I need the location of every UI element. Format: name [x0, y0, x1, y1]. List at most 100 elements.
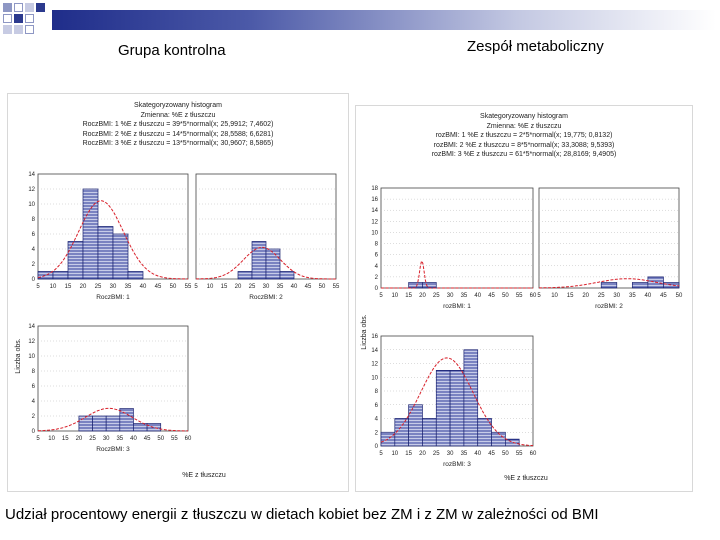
histogram-bar: [505, 438, 520, 447]
right-bmi2-chart: 5 10 15 20 25 30 35 40 45 50 rozBMI: 2: [537, 187, 683, 310]
x-tick-label: 25: [249, 284, 256, 290]
x-tick-label: 40: [140, 284, 147, 290]
plot-frame: [380, 187, 534, 289]
x-tick-label: 35: [116, 436, 123, 442]
y-tick-label: 14: [371, 208, 378, 214]
left-panel-header: Skategoryzowany histogram Zmienna: %E z …: [8, 101, 348, 149]
right-bmi3-chart: 5 10 15 20 25 30 35 40 45 50 55 60 0 2 4 6 8 10 12 14 16 rozB…: [371, 334, 537, 468]
y-tick-label: 14: [371, 348, 378, 354]
x-tick-label: 45: [660, 293, 667, 299]
x-tick-label: 25: [95, 284, 102, 290]
histogram-bar: [422, 282, 437, 289]
histogram-bar: [279, 271, 295, 280]
histogram-bar: [631, 282, 649, 289]
x-tick-label: 60: [530, 451, 537, 457]
x-tick-label: 35: [629, 293, 636, 299]
left-y-axis-label: Liczba obs.: [15, 338, 22, 373]
histogram-bar: [237, 271, 253, 280]
x-tick-label: 20: [419, 451, 426, 457]
x-tick-label: 10: [391, 451, 398, 457]
y-tick-label: 12: [371, 219, 378, 225]
x-tick-label: 45: [488, 451, 495, 457]
x-tick-label: 30: [613, 293, 620, 299]
histogram-bar: [105, 415, 121, 432]
left-header-line-3: RoczBMI: 1 %E z tłuszczu = 39*5*normal(x…: [82, 121, 274, 128]
histogram-bar: [112, 233, 129, 280]
x-tick-label: 45: [488, 293, 495, 299]
x-tick-label: 30: [447, 293, 454, 299]
subplot-title: RoczBMI: 1: [96, 294, 130, 301]
x-tick-label: 55: [171, 436, 178, 442]
y-tick-label: 0: [32, 429, 36, 435]
right-header-line-2: Zmienna: %E z tłuszczu: [486, 122, 562, 130]
left-header-line-4: RoczBMI: 2 %E z tłuszczu = 14*5*normal(x…: [82, 130, 274, 138]
y-tick-label: 8: [32, 369, 36, 375]
x-tick-label: 10: [48, 436, 55, 442]
right-histogram-panel: Skategoryzowany histogram Zmienna: %E z …: [356, 106, 692, 491]
x-tick-label: 15: [567, 293, 574, 299]
x-tick-label: 10: [391, 293, 398, 299]
left-plot-area: Liczba obs. %E z tłuszczu 5 10 15 20 25 30 35 4…: [15, 172, 340, 479]
slide-caption: Udział procentowy energii z tłuszczu w d…: [5, 506, 599, 523]
y-tick-label: 16: [371, 334, 378, 340]
right-header-line-1: Skategoryzowany histogram: [480, 113, 568, 120]
x-tick-label: 30: [110, 284, 117, 290]
x-tick-label: 20: [419, 293, 426, 299]
x-tick-label: 20: [235, 284, 242, 290]
y-tick-label: 6: [32, 232, 36, 238]
subplot-title: RoczBMI: 2: [249, 294, 283, 301]
x-tick-label: 40: [645, 293, 652, 299]
histogram-bar: [119, 408, 134, 432]
y-tick-label: 4: [375, 264, 379, 270]
y-tick-label: 12: [28, 339, 35, 345]
subplot-title: RoczBMI: 3: [96, 446, 130, 453]
x-tick-label: 50: [170, 284, 177, 290]
y-tick-label: 10: [371, 375, 378, 381]
x-tick-label: 30: [447, 451, 454, 457]
normal-fit-curve: [539, 278, 680, 289]
left-header-line-2: Zmienna: %E z tłuszczu: [140, 111, 216, 119]
y-tick-label: 2: [32, 262, 36, 268]
subplot-title: rozBMI: 3: [443, 461, 471, 468]
x-tick-label: 25: [598, 293, 605, 299]
histogram-bar: [127, 271, 144, 280]
plot-frame: [538, 187, 680, 289]
histogram-bar: [435, 370, 451, 447]
histogram-bar: [78, 415, 93, 432]
x-tick-label: 5: [379, 293, 383, 299]
x-tick-label: 45: [305, 284, 312, 290]
left-bmi3-chart: 5 10 15 20 25 30 35 40 45 50 55 60 0 2 4 6 8 10 12 14 RoczBM…: [28, 324, 192, 453]
y-tick-label: 16: [371, 197, 378, 203]
histogram-bar: [92, 415, 107, 432]
y-tick-label: 8: [32, 217, 36, 223]
histogram-bar: [491, 431, 506, 447]
normal-fit-curve: [381, 259, 533, 289]
x-tick-label: 35: [277, 284, 284, 290]
x-tick-label: 5: [36, 436, 40, 442]
normal-fit-curve: [37, 407, 188, 432]
histogram-bar: [449, 370, 465, 447]
x-tick-label: 15: [62, 436, 69, 442]
y-tick-label: 18: [371, 186, 378, 192]
right-header-line-5: rozBMI: 3 %E z tłuszczu = 61*5*normal(x;…: [431, 151, 617, 158]
x-tick-label: 50: [319, 284, 326, 290]
y-tick-label: 6: [375, 403, 379, 409]
y-tick-label: 10: [28, 354, 35, 360]
histogram-bar: [52, 271, 69, 280]
x-tick-label: 40: [130, 436, 137, 442]
x-tick-label: 45: [155, 284, 162, 290]
histogram-bar: [133, 423, 148, 432]
histogram-bar: [600, 282, 618, 289]
subplot-title: rozBMI: 1: [443, 303, 471, 310]
y-tick-label: 4: [32, 399, 36, 405]
right-plot-area: Liczba obs. %E z tłuszczu 5 10 15 20 25 30 35 4…: [361, 186, 683, 482]
left-title: Grupa kontrolna: [118, 42, 226, 59]
x-tick-label: 40: [291, 284, 298, 290]
x-tick-label: 10: [50, 284, 57, 290]
y-tick-label: 14: [28, 324, 35, 330]
x-tick-label: 15: [405, 293, 412, 299]
x-tick-label: 30: [263, 284, 270, 290]
x-tick-label: 10: [551, 293, 558, 299]
x-tick-label: 60: [185, 436, 192, 442]
subplot-title: rozBMI: 2: [595, 303, 623, 310]
